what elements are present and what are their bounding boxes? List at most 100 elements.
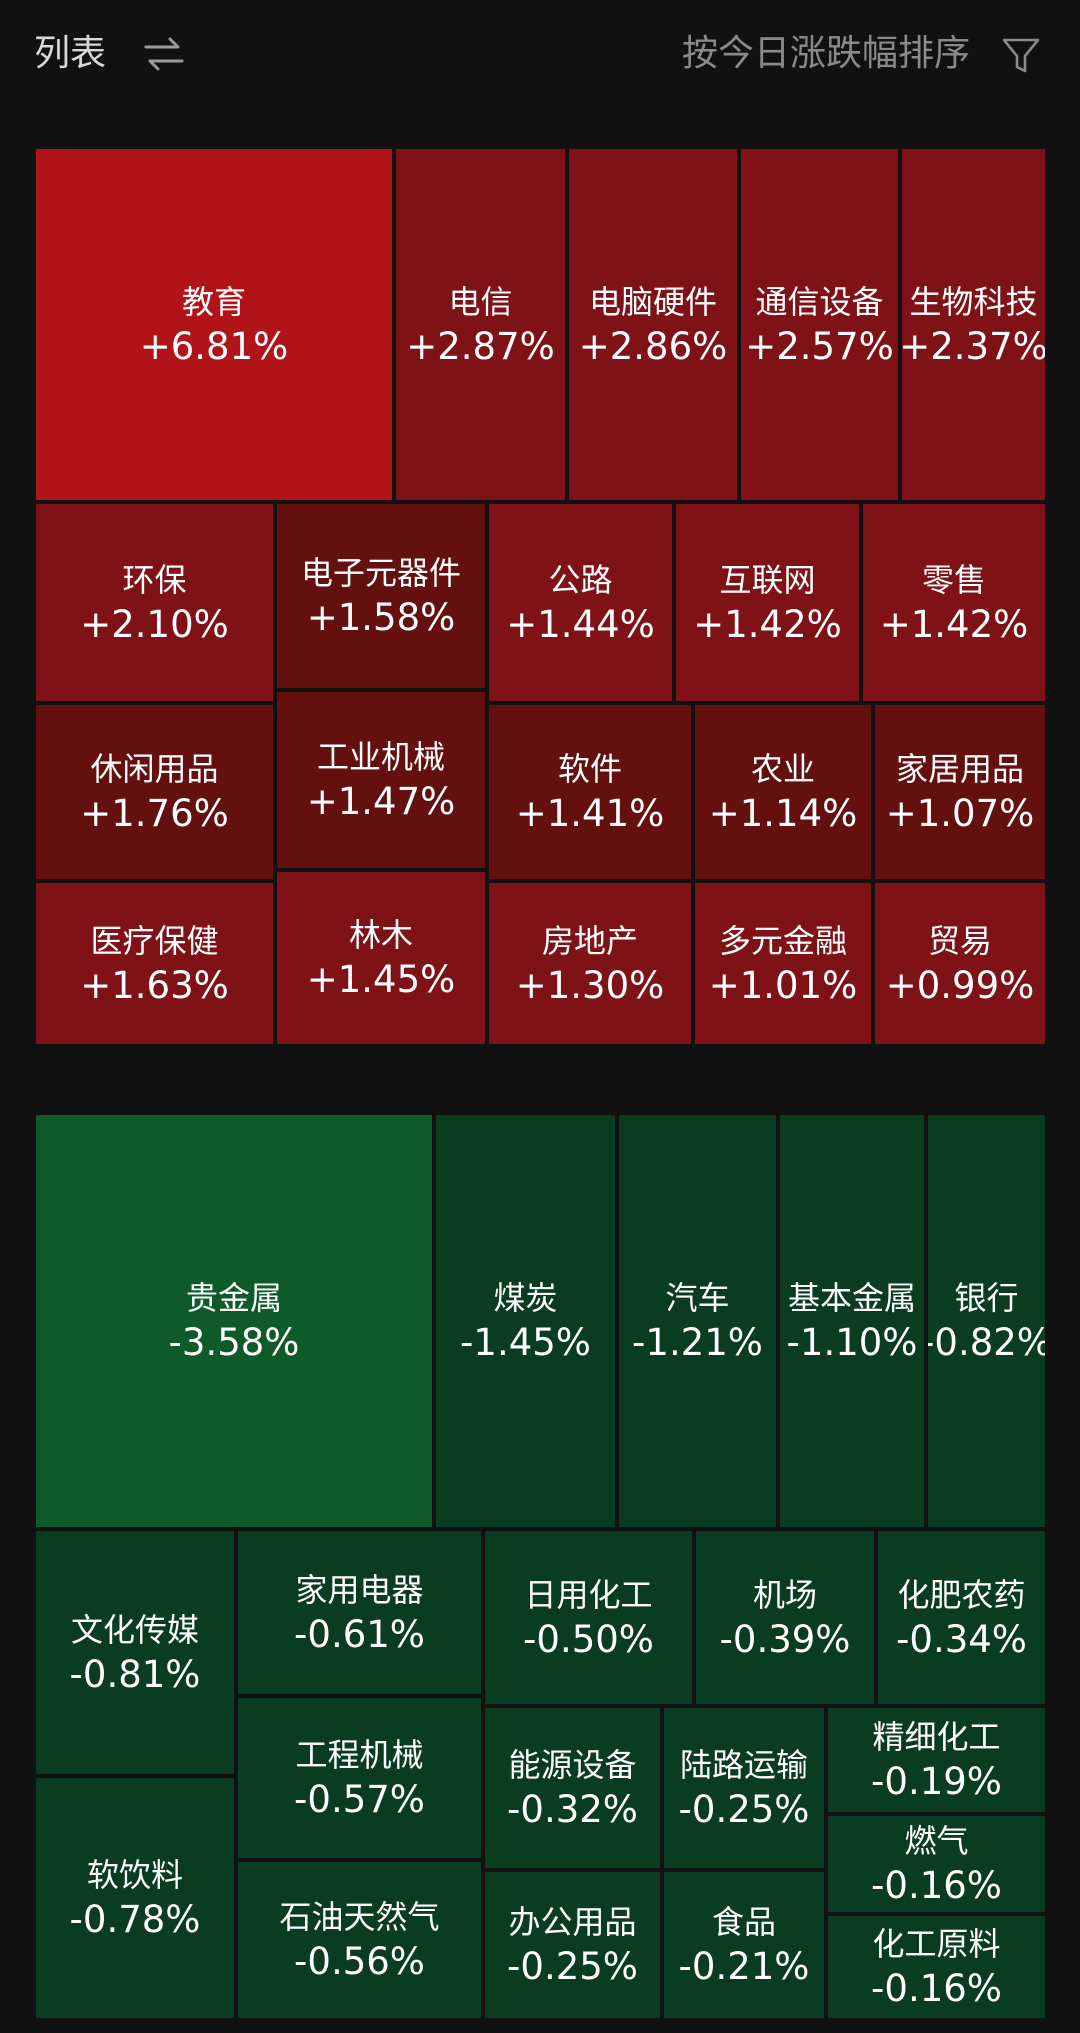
loser-sector-tile[interactable]: 软饮料 -0.78%	[34, 1776, 236, 2020]
loser-sector-tile[interactable]: 燃气 -0.16%	[826, 1814, 1047, 1914]
loser-sector-tile[interactable]: 基本金属 -1.10%	[778, 1113, 926, 1529]
loser-sector-tile[interactable]: 食品 -0.21%	[662, 1870, 826, 2020]
swap-arrows-icon[interactable]	[142, 36, 186, 72]
sector-name: 基本金属	[787, 1279, 916, 1317]
gainer-sector-tile[interactable]: 互联网 +1.42%	[674, 502, 861, 703]
sector-change: +0.99%	[885, 963, 1035, 1007]
sector-name: 环保	[122, 560, 187, 599]
loser-sector-tile[interactable]: 石油天然气 -0.56%	[236, 1860, 483, 2020]
gainer-sector-tile[interactable]: 电信 +2.87%	[394, 147, 567, 502]
loser-sector-tile[interactable]: 精细化工 -0.19%	[826, 1706, 1047, 1814]
loser-sector-tile[interactable]: 贵金属 -3.58%	[34, 1113, 434, 1529]
sector-name: 陆路运输	[679, 1746, 808, 1784]
sector-change: +1.30%	[515, 963, 665, 1007]
sector-change: +1.14%	[708, 792, 858, 835]
sector-change: -0.16%	[871, 1967, 1002, 2010]
sector-change: -0.32%	[507, 1788, 638, 1831]
sort-button[interactable]: 按今日涨跌幅排序	[681, 33, 970, 74]
sector-name: 公路	[548, 560, 613, 599]
loser-sector-tile[interactable]: 办公用品 -0.25%	[483, 1870, 662, 2020]
list-view-button[interactable]: 列表	[34, 33, 107, 74]
sector-name: 多元金融	[718, 921, 847, 960]
gainer-sector-tile[interactable]: 电脑硬件 +2.86%	[567, 147, 739, 502]
sector-change: -1.10%	[786, 1321, 918, 1364]
loser-sector-tile[interactable]: 化肥农药 -0.34%	[876, 1529, 1047, 1706]
sector-name: 软饮料	[86, 1856, 183, 1894]
sector-name: 日用化工	[524, 1575, 653, 1614]
sector-name: 零售	[921, 560, 986, 599]
gainer-sector-tile[interactable]: 贸易 +0.99%	[873, 881, 1047, 1046]
sector-change: -1.45%	[460, 1321, 591, 1364]
sector-change: +2.57%	[745, 324, 894, 368]
sector-change: +1.44%	[506, 602, 655, 646]
sector-name: 房地产	[541, 921, 638, 960]
loser-sector-tile[interactable]: 煤炭 -1.45%	[434, 1113, 617, 1529]
gainer-sector-tile[interactable]: 电子元器件 +1.58%	[275, 502, 487, 690]
filter-icon[interactable]	[1001, 36, 1041, 76]
sector-change: +1.47%	[306, 780, 456, 823]
loser-sector-tile[interactable]: 机场 -0.39%	[694, 1529, 876, 1706]
sector-name: 贸易	[927, 921, 992, 960]
sector-name: 煤炭	[493, 1279, 558, 1317]
loser-sector-tile[interactable]: 陆路运输 -0.25%	[662, 1706, 826, 1870]
sector-name: 电信	[448, 282, 513, 321]
sector-change: -0.82%	[926, 1321, 1047, 1364]
sector-change: -0.21%	[678, 1945, 810, 1988]
sector-name: 家居用品	[895, 750, 1024, 788]
sector-change: +6.81%	[139, 324, 289, 368]
sector-name: 医疗保健	[90, 921, 219, 960]
gainer-sector-tile[interactable]: 工业机械 +1.47%	[275, 690, 487, 870]
sector-change: -0.56%	[294, 1940, 425, 1983]
sector-name: 通信设备	[755, 282, 884, 321]
sector-name: 电子元器件	[300, 554, 461, 592]
sector-change: -1.21%	[632, 1321, 763, 1364]
sector-change: +2.10%	[80, 602, 229, 646]
loser-sector-tile[interactable]: 能源设备 -0.32%	[483, 1706, 662, 1870]
sector-name: 汽车	[665, 1279, 730, 1317]
gainer-sector-tile[interactable]: 林木 +1.45%	[275, 870, 487, 1046]
sector-name: 银行	[954, 1279, 1019, 1317]
gainer-sector-tile[interactable]: 休闲用品 +1.76%	[34, 703, 275, 881]
gainer-sector-tile[interactable]: 生物科技 +2.37%	[900, 147, 1047, 502]
sector-name: 贵金属	[185, 1279, 282, 1317]
gainer-sector-tile[interactable]: 环保 +2.10%	[34, 502, 275, 703]
loser-sector-tile[interactable]: 日用化工 -0.50%	[483, 1529, 694, 1706]
gainer-sector-tile[interactable]: 通信设备 +2.57%	[739, 147, 900, 502]
sector-change: -0.57%	[294, 1778, 425, 1821]
sector-change: +2.37%	[900, 324, 1047, 368]
sector-change: +2.87%	[406, 324, 555, 368]
sector-change: +1.76%	[80, 792, 229, 835]
gainer-sector-tile[interactable]: 公路 +1.44%	[487, 502, 674, 703]
sector-name: 化肥农药	[897, 1575, 1026, 1614]
sector-name: 互联网	[719, 560, 816, 599]
sector-change: +1.01%	[708, 963, 858, 1007]
loser-sector-tile[interactable]: 工程机械 -0.57%	[236, 1696, 483, 1860]
gainer-sector-tile[interactable]: 房地产 +1.30%	[487, 881, 693, 1046]
sector-name: 燃气	[904, 1822, 969, 1860]
sector-name: 农业	[750, 750, 815, 788]
sector-name: 办公用品	[508, 1903, 637, 1941]
loser-sector-tile[interactable]: 汽车 -1.21%	[617, 1113, 778, 1529]
gainer-sector-tile[interactable]: 零售 +1.42%	[861, 502, 1047, 703]
gainer-sector-tile[interactable]: 多元金融 +1.01%	[693, 881, 873, 1046]
gainer-sector-tile[interactable]: 医疗保健 +1.63%	[34, 881, 275, 1046]
sector-name: 教育	[181, 282, 246, 321]
loser-sector-tile[interactable]: 化工原料 -0.16%	[826, 1914, 1047, 2020]
sector-change: -0.39%	[719, 1617, 851, 1661]
sector-name: 生物科技	[909, 282, 1038, 321]
sector-name: 家用电器	[295, 1570, 424, 1609]
gainer-sector-tile[interactable]: 农业 +1.14%	[693, 703, 873, 881]
gainer-sector-tile[interactable]: 软件 +1.41%	[487, 703, 693, 881]
sector-change: -0.19%	[871, 1760, 1002, 1803]
loser-sector-tile[interactable]: 家用电器 -0.61%	[236, 1529, 483, 1696]
sector-name: 文化传媒	[70, 1610, 199, 1649]
loser-sector-tile[interactable]: 文化传媒 -0.81%	[34, 1529, 236, 1776]
loser-sector-tile[interactable]: 银行 -0.82%	[926, 1113, 1047, 1529]
sector-change: +1.42%	[693, 602, 842, 646]
sector-name: 电脑硬件	[588, 282, 717, 321]
gainer-sector-tile[interactable]: 家居用品 +1.07%	[873, 703, 1047, 881]
gainer-sector-tile[interactable]: 教育 +6.81%	[34, 147, 394, 502]
sector-change: +1.58%	[306, 596, 456, 639]
